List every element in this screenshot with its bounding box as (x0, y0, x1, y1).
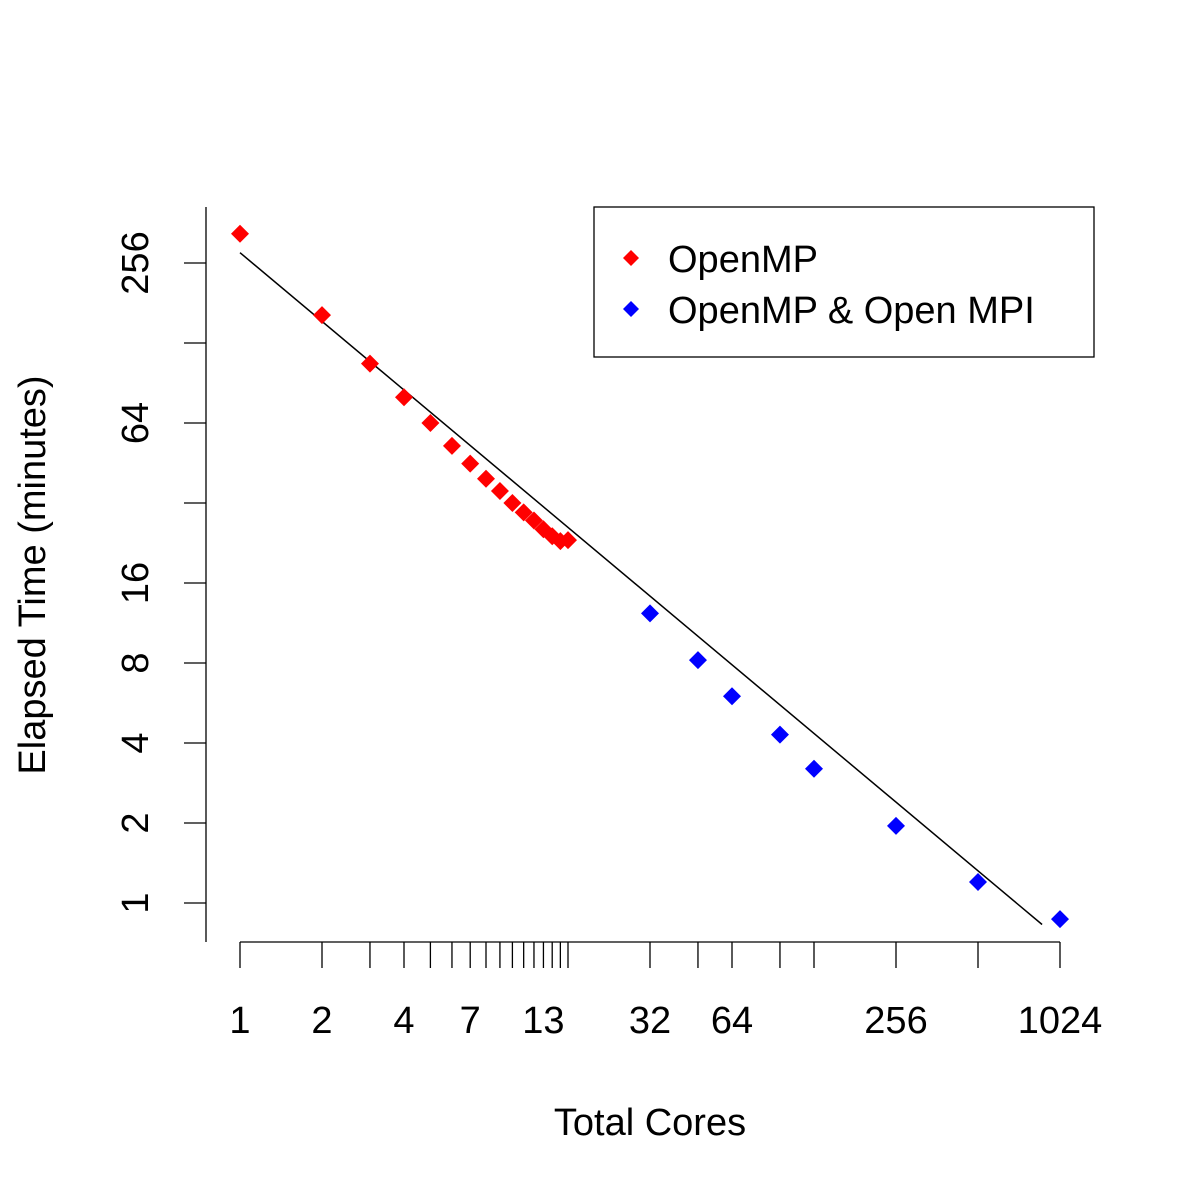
x-tick-label-2: 2 (311, 1000, 332, 1042)
point-openmp-open-mpi-1024 (1051, 910, 1069, 929)
point-openmp-5 (421, 414, 440, 432)
y-tick-label-8: 8 (115, 652, 157, 673)
y-tick-label-2: 2 (115, 812, 157, 833)
y-tick-label-1: 1 (115, 892, 157, 913)
point-openmp-8 (477, 469, 495, 488)
series-openmp-open-mpi (641, 604, 1069, 929)
y-tick-label-16: 16 (115, 562, 157, 604)
legend-marker-openmp (623, 250, 639, 266)
x-axis: 1 2 4 7 13 32 64 256 1024 (229, 941, 1103, 1042)
x-tick-label-32: 32 (629, 1000, 671, 1042)
y-tick-label-64: 64 (115, 402, 157, 444)
point-openmp-open-mpi-128 (805, 759, 823, 778)
legend-label-openmp-open-mpi: OpenMP & Open MPI (668, 290, 1035, 332)
y-tick-label-256: 256 (115, 231, 157, 294)
point-openmp-11 (514, 503, 533, 522)
point-openmp-1 (231, 224, 249, 243)
point-openmp-open-mpi-48 (688, 651, 707, 670)
point-openmp-4 (395, 388, 413, 407)
point-openmp-2 (313, 306, 331, 325)
legend: OpenMP OpenMP & Open MPI (593, 206, 1095, 358)
point-openmp-12 (524, 511, 543, 530)
point-openmp-16 (559, 531, 577, 550)
point-openmp-open-mpi-32 (641, 604, 659, 623)
x-tick-label-13: 13 (522, 1000, 564, 1042)
point-openmp-7 (461, 454, 480, 473)
x-tick-label-4: 4 (393, 1000, 414, 1042)
y-axis: 1 2 4 8 16 64 256 (115, 207, 207, 942)
legend-marker-openmp-open-mpi (623, 301, 639, 317)
series-openmp (231, 224, 577, 551)
point-openmp-9 (490, 482, 509, 501)
point-openmp-3 (360, 354, 379, 373)
x-tick-label-64: 64 (711, 1000, 753, 1042)
y-tick-label-4: 4 (115, 732, 157, 753)
x-axis-title: Total Cores (554, 1102, 746, 1144)
point-openmp-open-mpi-96 (770, 725, 789, 744)
x-tick-label-7: 7 (460, 1000, 481, 1042)
data-points (231, 224, 1069, 929)
point-openmp-open-mpi-64 (723, 687, 741, 706)
point-openmp-6 (442, 436, 461, 455)
legend-box (593, 206, 1095, 358)
x-tick-label-1: 1 (229, 1000, 250, 1042)
x-tick-label-1024: 1024 (1018, 1000, 1103, 1042)
x-tick-label-256: 256 (864, 1000, 927, 1042)
point-openmp-open-mpi-256 (887, 816, 905, 835)
legend-label-openmp: OpenMP (668, 239, 818, 281)
point-openmp-10 (503, 494, 522, 512)
point-openmp-open-mpi-512 (969, 872, 987, 891)
y-axis-title: Elapsed Time (minutes) (12, 375, 54, 774)
